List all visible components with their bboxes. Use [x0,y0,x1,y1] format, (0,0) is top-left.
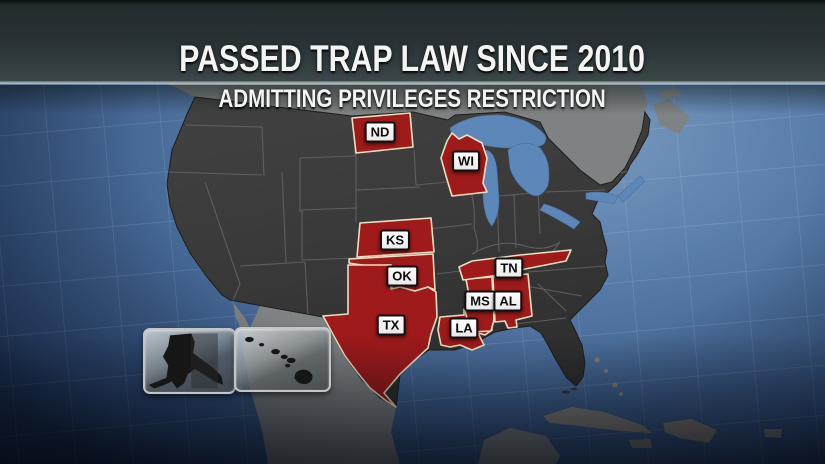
bahamas [594,357,600,363]
bahamas [604,369,608,373]
state-label-tn: TN [494,257,524,279]
bahamas [612,382,618,388]
state-label-al: AL [493,290,523,312]
headline-text: PASSED TRAP LAW SINCE 2010 [179,38,646,79]
puerto-rico [764,429,782,438]
alaska-inset [143,328,236,394]
state-label-ks: KS [379,229,411,251]
state-label-ms: MS [464,290,496,312]
subheadline-band: ADMITTING PRIVILEGES RESTRICTION [0,85,825,114]
hawaii-silhouette [245,336,313,385]
state-label-tx: TX [376,314,406,336]
bahamas [619,392,623,396]
state-label-la: LA [449,317,479,339]
state-label-wi: WI [452,150,480,172]
headline: PASSED TRAP LAW SINCE 2010 [0,38,825,80]
state-label-ok: OK [386,265,418,287]
alaska-silhouette [148,333,224,389]
jamaica [629,439,652,448]
hawaii-inset [234,327,331,392]
subheadline-text: ADMITTING PRIVILEGES RESTRICTION [218,85,607,113]
header-bar [0,0,825,84]
state-label-nd: ND [364,121,396,143]
header-separator [0,81,825,85]
